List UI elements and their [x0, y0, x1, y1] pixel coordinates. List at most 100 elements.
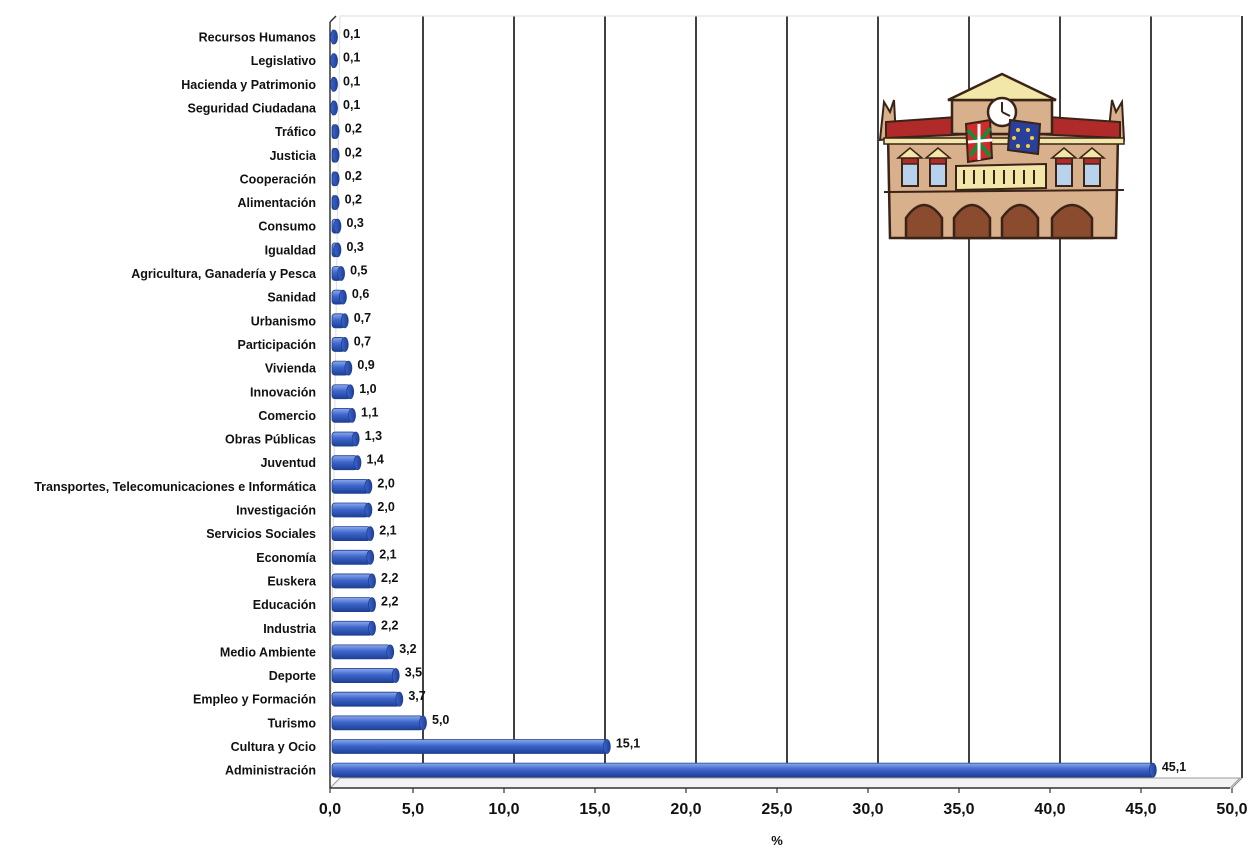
- category-label: Investigación: [236, 504, 316, 518]
- category-label: Empleo y Formación: [193, 693, 316, 707]
- bar: [331, 218, 342, 234]
- value-label: 0,1: [343, 98, 360, 112]
- value-label: 45,1: [1162, 760, 1186, 774]
- bar-cap: [330, 100, 338, 116]
- value-label: 2,0: [377, 476, 394, 490]
- bar-cap: [333, 242, 342, 258]
- bar: [331, 171, 340, 187]
- bars: [330, 29, 1157, 778]
- x-tick-label: 30,0: [852, 801, 883, 818]
- bar: [331, 124, 340, 140]
- bar-body: [331, 549, 371, 565]
- bar-cap: [330, 29, 338, 45]
- town-hall-illustration: [878, 72, 1126, 240]
- bar-cap: [364, 478, 373, 494]
- category-label: Alimentación: [238, 196, 317, 210]
- value-label: 2,0: [377, 500, 394, 514]
- value-label: 3,2: [399, 642, 416, 656]
- bar: [331, 526, 375, 542]
- bar-body: [331, 597, 373, 612]
- bar: [331, 360, 353, 376]
- category-label: Educación: [253, 598, 316, 612]
- value-label: 0,5: [350, 264, 367, 278]
- bar-cap: [366, 549, 375, 565]
- value-label: 0,3: [346, 216, 363, 230]
- bar-cap: [395, 691, 404, 707]
- bar-cap: [386, 644, 395, 660]
- value-label: 0,9: [357, 358, 374, 372]
- bar: [331, 644, 395, 660]
- bar: [331, 147, 340, 163]
- category-label: Cultura y Ocio: [231, 740, 317, 754]
- bar: [331, 242, 342, 258]
- category-label: Sanidad: [267, 291, 316, 305]
- category-label: Urbanismo: [251, 314, 317, 328]
- category-label: Transportes, Telecomunicaciones e Inform…: [34, 480, 317, 494]
- bar: [331, 384, 355, 400]
- bar: [330, 76, 338, 92]
- bar: [331, 620, 376, 636]
- bar-cap: [348, 407, 356, 423]
- bar: [331, 313, 349, 329]
- bar-body: [331, 620, 373, 636]
- x-tick-label: 10,0: [488, 801, 519, 818]
- bar-cap: [339, 289, 347, 305]
- x-tick-label: 20,0: [670, 801, 701, 818]
- value-label: 3,5: [405, 666, 422, 680]
- plot-back-edge: [329, 15, 1240, 779]
- category-label: Vivienda: [265, 362, 317, 376]
- x-axis-title: %: [771, 833, 783, 848]
- value-label: 0,1: [343, 51, 360, 65]
- category-label: Participación: [238, 338, 317, 352]
- bar: [331, 289, 347, 305]
- x-tick-label: 25,0: [761, 801, 792, 818]
- bar-cap: [340, 337, 349, 352]
- bar: [330, 100, 338, 116]
- value-label: 1,3: [365, 429, 382, 443]
- category-label: Consumo: [258, 220, 316, 234]
- bar-cap: [366, 526, 375, 542]
- bar-cap: [368, 597, 376, 612]
- value-label: 0,7: [354, 311, 371, 325]
- axes: [328, 15, 1242, 793]
- bar-cap: [333, 218, 342, 234]
- value-label: 0,2: [345, 193, 362, 207]
- value-label: 0,1: [343, 74, 360, 88]
- value-label: 0,2: [345, 169, 362, 183]
- category-label: Agricultura, Ganadería y Pesca: [131, 267, 317, 281]
- bar: [331, 431, 360, 447]
- bar-cap: [353, 455, 362, 471]
- value-label: 2,2: [381, 571, 398, 585]
- category-label: Obras Públicas: [225, 433, 316, 447]
- value-label: 0,7: [354, 334, 371, 348]
- category-label: Innovación: [250, 385, 316, 399]
- y-axis: [329, 15, 337, 788]
- bar: [331, 502, 373, 518]
- bar-cap: [391, 668, 400, 683]
- bar: [331, 407, 356, 423]
- bar-body: [331, 715, 424, 731]
- bar-body: [331, 502, 369, 518]
- category-label: Euskera: [267, 574, 317, 588]
- bar-cap: [331, 171, 340, 187]
- category-label: Comercio: [258, 409, 316, 423]
- x-tick-label: 45,0: [1125, 801, 1156, 818]
- bar: [331, 668, 400, 683]
- gridline-floor: [1231, 777, 1243, 789]
- category-label: Hacienda y Patrimonio: [181, 78, 316, 92]
- value-label: 2,1: [379, 547, 396, 561]
- bar-cap: [337, 266, 346, 281]
- bar-cap: [346, 384, 355, 400]
- bar: [331, 739, 611, 754]
- gridlines: [412, 16, 1243, 789]
- bar-cap: [331, 195, 340, 210]
- category-label: Juventud: [260, 456, 316, 470]
- bar-cap: [602, 739, 611, 754]
- bar-cap: [330, 53, 338, 69]
- value-label: 1,4: [366, 453, 383, 467]
- x-tick-label: 35,0: [943, 801, 974, 818]
- bar: [331, 549, 375, 565]
- value-label: 0,2: [345, 145, 362, 159]
- bar-cap: [331, 124, 340, 140]
